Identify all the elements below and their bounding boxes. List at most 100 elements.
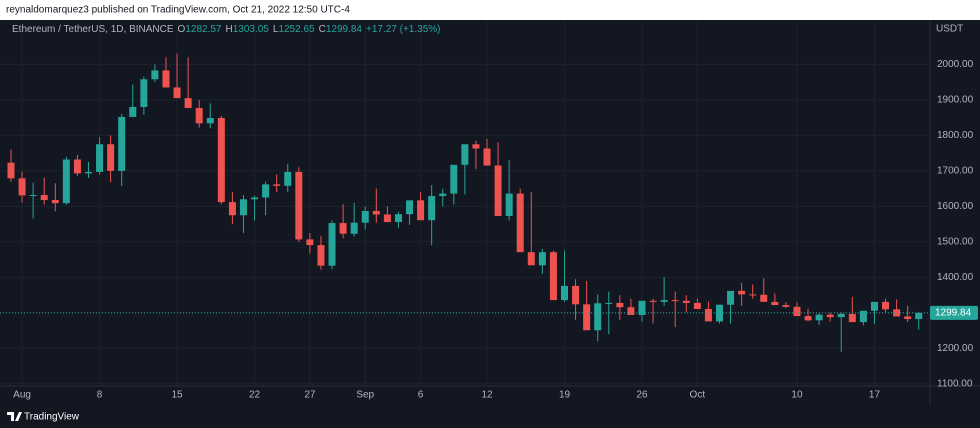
candle-body bbox=[583, 304, 591, 331]
candle-body bbox=[350, 222, 358, 234]
candle-body bbox=[561, 285, 568, 301]
candle-body bbox=[217, 117, 225, 203]
candle-body bbox=[638, 300, 646, 316]
candle-body bbox=[417, 200, 425, 221]
x-tick-label: 15 bbox=[171, 390, 183, 401]
candle-body bbox=[494, 165, 502, 216]
candle-body bbox=[428, 196, 436, 221]
candle-body bbox=[771, 301, 779, 306]
candle-body bbox=[461, 144, 469, 165]
candle-body bbox=[195, 108, 203, 124]
candle-body bbox=[162, 70, 170, 88]
candle-body bbox=[228, 202, 236, 216]
ohlc-value: 1252.65 bbox=[278, 24, 315, 35]
last-price-label: 1299.84 bbox=[935, 308, 972, 319]
candle-body bbox=[915, 312, 923, 320]
ohlc-label: C bbox=[319, 24, 326, 35]
y-axis-label: USDT bbox=[936, 24, 963, 35]
candle-body bbox=[893, 309, 901, 317]
x-tick-label: 10 bbox=[791, 390, 803, 401]
publish-bar bbox=[0, 0, 980, 20]
y-tick-label: 1700.00 bbox=[937, 166, 974, 177]
chart-background bbox=[0, 20, 980, 428]
y-tick-label: 1900.00 bbox=[937, 95, 974, 106]
brand: TradingView bbox=[24, 412, 80, 423]
candle-body bbox=[804, 316, 812, 321]
candle-body bbox=[18, 178, 26, 196]
candle-body bbox=[251, 197, 259, 200]
y-tick-label: 1100.00 bbox=[937, 379, 973, 390]
candle-body bbox=[727, 290, 735, 305]
x-tick-label: Sep bbox=[356, 390, 374, 401]
candle-body bbox=[505, 193, 513, 216]
candle-body bbox=[40, 195, 48, 200]
candle-body bbox=[472, 144, 480, 149]
candle-body bbox=[62, 159, 70, 204]
candle-body bbox=[206, 117, 214, 124]
ohlc-value: 1282.57 bbox=[185, 24, 222, 35]
candle-body bbox=[317, 245, 325, 266]
candle-body bbox=[184, 98, 192, 109]
candle-body bbox=[527, 252, 535, 266]
y-tick-label: 1800.00 bbox=[937, 130, 974, 141]
candle-body bbox=[549, 252, 557, 301]
candle-body bbox=[616, 302, 624, 308]
candle-body bbox=[749, 294, 757, 296]
candle-body bbox=[107, 144, 115, 171]
candle-body bbox=[649, 300, 657, 302]
candle-body bbox=[837, 313, 845, 318]
candle-body bbox=[516, 193, 524, 253]
candle-body bbox=[173, 87, 181, 99]
candle-body bbox=[605, 302, 613, 304]
candle-body bbox=[73, 159, 81, 174]
candle-body bbox=[882, 301, 890, 310]
ohlc-value: 1299.84 bbox=[326, 24, 363, 35]
ohlc-label: L bbox=[273, 24, 279, 35]
candle-body bbox=[738, 290, 746, 295]
candle-body bbox=[594, 303, 602, 331]
candle-body bbox=[7, 162, 15, 179]
candle-body bbox=[439, 193, 447, 197]
y-tick-label: 1500.00 bbox=[937, 237, 974, 248]
candle-body bbox=[572, 285, 580, 305]
candle-body bbox=[671, 300, 679, 302]
candle-body bbox=[273, 184, 281, 186]
candle-body bbox=[51, 199, 59, 204]
candle-body bbox=[140, 79, 148, 107]
x-tick-label: Aug bbox=[13, 390, 31, 401]
symbol: Ethereum / TetherUS, 1D, BINANCE bbox=[12, 24, 174, 35]
candle-body bbox=[295, 171, 303, 240]
candle-body bbox=[859, 310, 867, 323]
candle-body bbox=[262, 184, 270, 198]
candle-body bbox=[627, 307, 635, 316]
symbol-header: Ethereum / TetherUS, 1D, BINANCE O1282.57… bbox=[12, 24, 440, 35]
candle-body bbox=[538, 252, 546, 266]
y-tick-label: 1400.00 bbox=[937, 272, 974, 283]
candle-body bbox=[870, 301, 878, 311]
ohlc-value: 1303.05 bbox=[233, 24, 270, 35]
candle-body bbox=[29, 195, 37, 197]
candle-body bbox=[239, 199, 247, 216]
candle-body bbox=[904, 316, 912, 320]
candle-body bbox=[782, 305, 790, 307]
candle-body bbox=[450, 164, 458, 194]
x-tick-label: 17 bbox=[869, 390, 881, 401]
candle-body bbox=[704, 308, 712, 322]
x-tick-label: 27 bbox=[304, 390, 316, 401]
candle-body bbox=[660, 300, 668, 302]
candle-body bbox=[826, 314, 834, 318]
candle-body bbox=[129, 106, 137, 117]
candle-body bbox=[96, 144, 104, 172]
candle-body bbox=[715, 304, 723, 322]
candle-body bbox=[284, 171, 292, 186]
y-tick-label: 2000.00 bbox=[937, 59, 974, 70]
x-tick-label: Oct bbox=[690, 390, 706, 401]
candle-body bbox=[682, 300, 690, 303]
candle-body bbox=[394, 214, 402, 222]
candle-body bbox=[383, 214, 391, 222]
brand-logo bbox=[7, 412, 22, 421]
candle-body bbox=[84, 171, 92, 174]
x-tick-label: 6 bbox=[418, 390, 424, 401]
candle-body bbox=[483, 148, 491, 166]
